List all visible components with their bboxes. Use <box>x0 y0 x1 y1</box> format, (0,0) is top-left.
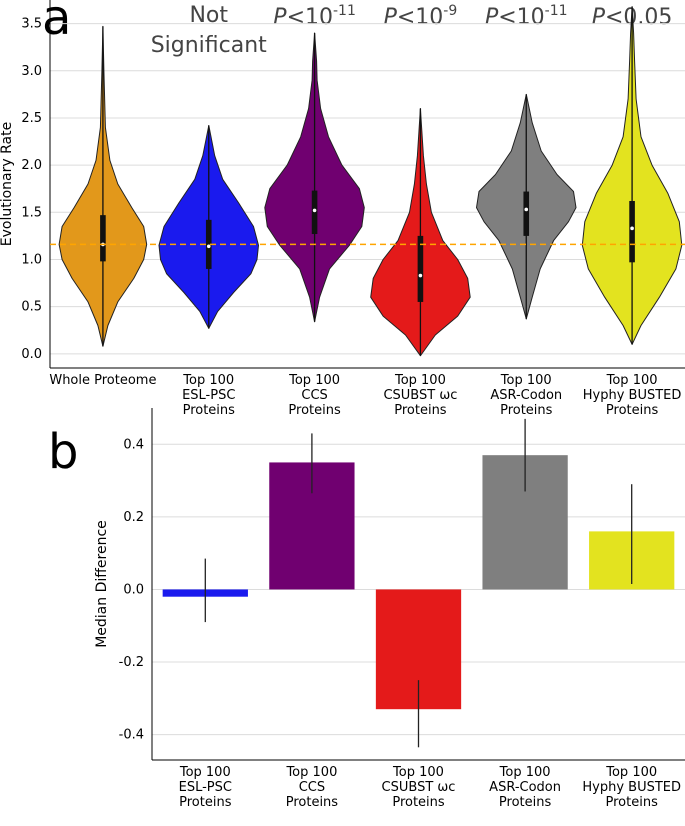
y-axis-label: Evolutionary Rate <box>0 122 15 246</box>
violin-iqr-box <box>629 200 635 263</box>
x-tick-label: ASR-Codon <box>489 780 561 795</box>
significance-threshold: <0.05 <box>605 5 672 30</box>
x-tick-label: Top 100 <box>605 765 657 780</box>
y-tick-label: 0.0 <box>21 347 42 362</box>
x-tick-label: Top 100 <box>606 373 658 388</box>
x-tick-label: Hyphy BUSTED <box>583 388 682 403</box>
x-tick-label: Proteins <box>288 403 341 418</box>
significance-threshold: <10 <box>498 5 544 30</box>
x-tick-label: CCS <box>299 780 325 795</box>
significance-exponent: -11 <box>333 3 356 19</box>
x-tick-label: CSUBST ωc <box>382 780 456 795</box>
significance-label: P<10-11 <box>273 3 356 30</box>
violin-iqr-box <box>311 190 318 235</box>
x-tick-label: Top 100 <box>499 765 551 780</box>
y-tick-label: 1.5 <box>21 205 42 220</box>
y-tick-label: 1.0 <box>21 252 42 267</box>
significance-p: P <box>592 5 606 30</box>
y-tick-label: 0.4 <box>123 437 144 452</box>
violin-median-marker <box>206 244 211 249</box>
bar-panel: -0.4 -0.2 0.0 0.2 0.4 Median Difference Top 10… <box>94 408 685 810</box>
significance-label: Not <box>189 3 228 28</box>
x-tick-label: Proteins <box>499 795 552 810</box>
x-tick-label: Proteins <box>606 795 659 810</box>
y-tick-label: 0.0 <box>123 582 144 597</box>
x-tick-label: Top 100 <box>394 373 446 388</box>
y-tick-label: -0.2 <box>119 655 144 670</box>
panel-b-letter: b <box>48 424 78 480</box>
x-tick-label: Hyphy BUSTED <box>582 780 681 795</box>
x-tick-label: Top 100 <box>500 373 552 388</box>
violin-iqr-box <box>417 235 424 302</box>
x-tick-label: Proteins <box>183 403 236 418</box>
significance-threshold: <10 <box>397 5 443 30</box>
x-tick-label: Proteins <box>179 795 232 810</box>
x-tick-label: Top 100 <box>285 765 337 780</box>
significance-p: P <box>384 5 398 30</box>
significance-label: Significant <box>151 33 267 58</box>
significance-label: P<10-11 <box>485 3 568 30</box>
violin-iqr-box <box>523 191 530 236</box>
y-tick-label: 2.0 <box>21 158 42 173</box>
y-axis-label: Median Difference <box>94 520 110 648</box>
significance-p: P <box>273 5 287 30</box>
x-tick-label: ESL-PSC <box>179 780 232 795</box>
x-tick-label: Whole Proteome <box>49 373 156 388</box>
x-tick-label: Proteins <box>392 795 445 810</box>
x-tick-label: Proteins <box>500 403 553 418</box>
y-tick-label: 2.5 <box>21 111 42 126</box>
x-tick-label: Proteins <box>286 795 339 810</box>
y-tick-label: -0.4 <box>119 728 144 743</box>
significance-threshold: <10 <box>287 5 333 30</box>
significance-p: P <box>485 5 499 30</box>
y-tick-label: 0.2 <box>123 510 144 525</box>
significance-label: P<10-9 <box>384 3 458 30</box>
x-tick-label: ASR-Codon <box>490 388 562 403</box>
x-tick-label: Proteins <box>394 403 447 418</box>
violin-median-marker <box>418 273 423 278</box>
violin-median-marker <box>630 226 634 231</box>
y-tick-label: 3.5 <box>21 17 42 32</box>
y-tick-label: 0.5 <box>21 300 42 315</box>
x-tick-label: Proteins <box>606 403 659 418</box>
x-tick-label: CCS <box>301 388 327 403</box>
violin-median-marker <box>524 207 529 212</box>
violin-iqr-box <box>205 219 212 269</box>
x-tick-label: Top 100 <box>179 765 231 780</box>
x-tick-label: Top 100 <box>392 765 444 780</box>
panel-a-letter: a <box>42 0 71 46</box>
significance-exponent: -11 <box>545 3 568 19</box>
x-tick-label: Top 100 <box>288 373 340 388</box>
significance-exponent: -9 <box>443 3 457 19</box>
y-tick-label: 3.0 <box>21 64 42 79</box>
x-tick-label: CSUBST ωc <box>383 388 457 403</box>
violin-median-marker <box>312 208 317 213</box>
x-tick-label: Top 100 <box>182 373 234 388</box>
violin-panel: 0.0 0.5 1.0 1.5 2.0 2.5 3.0 3.5 Evolutionary Rat… <box>0 0 685 418</box>
x-tick-label: ESL-PSC <box>182 388 235 403</box>
violin-iqr-box <box>100 215 106 262</box>
